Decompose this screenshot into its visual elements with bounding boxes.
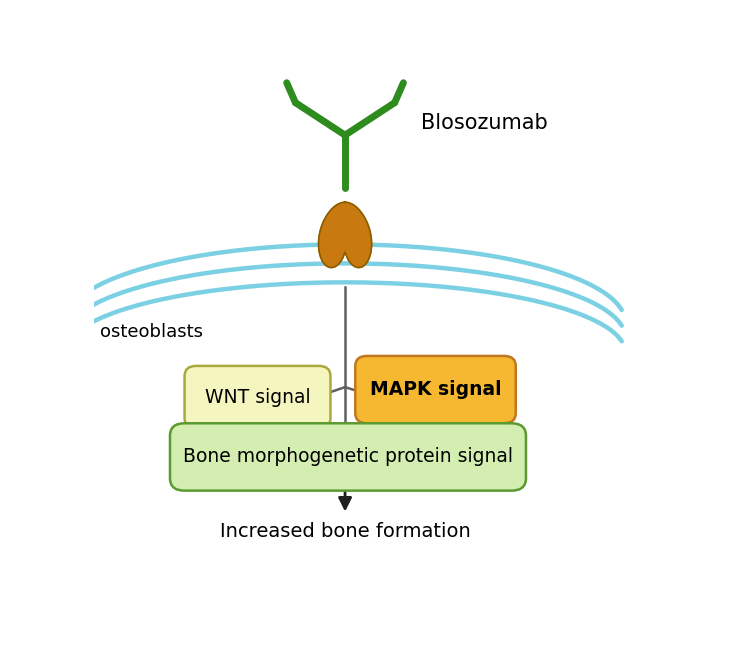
Text: Bone morphogenetic protein signal: Bone morphogenetic protein signal <box>183 448 513 467</box>
FancyBboxPatch shape <box>170 423 526 491</box>
Text: MAPK signal: MAPK signal <box>370 380 501 399</box>
Text: WNT signal: WNT signal <box>205 388 310 406</box>
Text: Blosozumab: Blosozumab <box>421 113 547 133</box>
FancyBboxPatch shape <box>184 366 331 428</box>
Text: Increased bone formation: Increased bone formation <box>220 522 471 541</box>
FancyBboxPatch shape <box>355 356 516 423</box>
Text: osteoblasts: osteoblasts <box>100 323 203 341</box>
Polygon shape <box>319 202 371 268</box>
